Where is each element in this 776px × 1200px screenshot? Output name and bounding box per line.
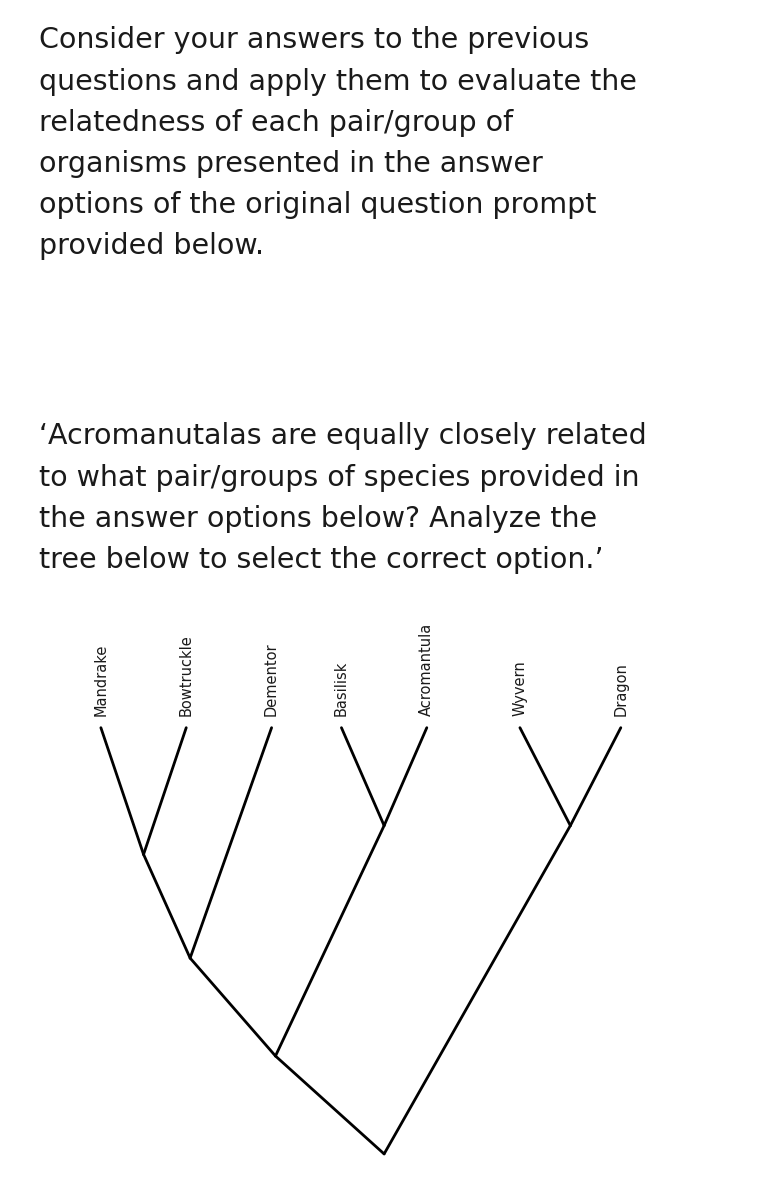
Text: Dementor: Dementor [264,642,279,716]
Text: ‘Acromanutalas are equally closely related
to what pair/groups of species provid: ‘Acromanutalas are equally closely relat… [39,422,646,574]
Text: Mandrake: Mandrake [93,643,109,716]
Text: Dragon: Dragon [613,662,629,716]
Text: Acromantula: Acromantula [419,623,435,716]
Text: Basilisk: Basilisk [334,661,349,716]
Text: Bowtruckle: Bowtruckle [178,635,194,716]
Text: Wyvern: Wyvern [512,660,528,716]
Text: Consider your answers to the previous
questions and apply them to evaluate the
r: Consider your answers to the previous qu… [39,26,636,260]
